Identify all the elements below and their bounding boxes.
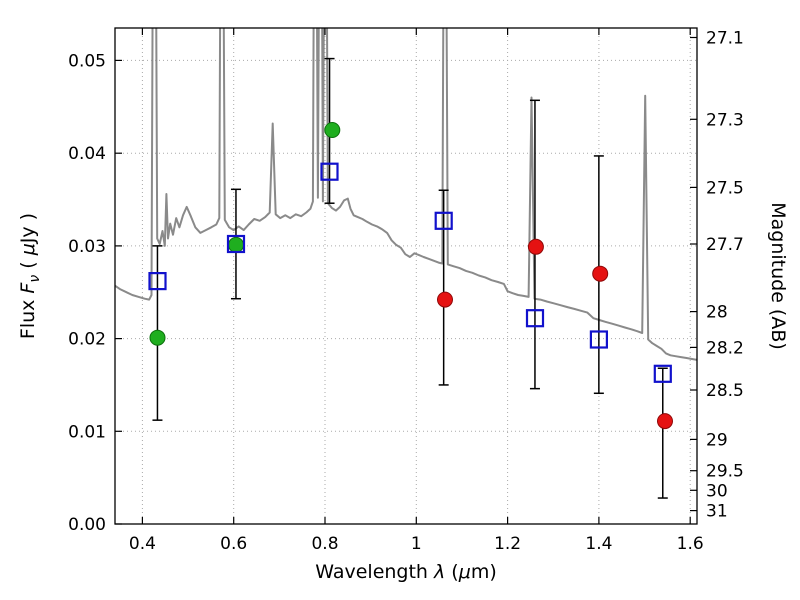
marker-open-square <box>226 234 246 254</box>
marker-circle-red <box>527 238 544 255</box>
x-tick-label: 1.4 <box>585 534 612 554</box>
x-axis-label: Wavelength λ (μm) <box>315 561 496 583</box>
marker-open-square <box>653 364 672 383</box>
y2-axis-label: Magnitude (AB) <box>767 202 789 350</box>
y-tick-label: 0.02 <box>68 330 106 350</box>
magnitude-tick-label: 30 <box>706 481 728 501</box>
error-bar <box>657 367 668 499</box>
magnitude-tick-label: 27.1 <box>706 29 744 49</box>
x-tick-label: 0.4 <box>129 534 156 554</box>
marker-open-square <box>320 162 339 181</box>
y-tick-label: 0.01 <box>68 422 106 442</box>
magnitude-tick-label: 27.3 <box>706 110 744 130</box>
marker-circle-red <box>437 291 453 308</box>
y-tick-label: 0.04 <box>68 144 106 164</box>
marker-open-square <box>589 330 609 349</box>
magnitude-tick-label: 28.2 <box>706 338 744 358</box>
magnitude-tick-label: 29.5 <box>706 462 744 482</box>
y-tick-label: 0.00 <box>68 515 106 535</box>
x-tick-label: 1 <box>411 534 422 554</box>
magnitude-tick-label: 27.5 <box>706 178 744 198</box>
marker-circle-red <box>657 413 673 430</box>
plot-frame <box>114 27 698 525</box>
model-spectrum <box>115 28 697 361</box>
x-tick-label: 0.8 <box>311 534 338 554</box>
magnitude-tick-label: 28 <box>706 303 728 323</box>
marker-open-square <box>434 211 453 230</box>
y-axis-label: Flux Fν ( μJy ) <box>17 213 43 339</box>
magnitude-tick-label: 29 <box>706 430 728 450</box>
error-bar <box>438 189 449 386</box>
magnitude-tick-label: 31 <box>706 502 728 522</box>
marker-circle-red <box>592 265 609 282</box>
x-tick-label: 1.2 <box>494 534 521 554</box>
magnitude-tick-label: 28.5 <box>706 381 744 401</box>
y-tick-label: 0.05 <box>68 51 106 71</box>
marker-open-square <box>148 272 167 291</box>
x-tick-label: 0.6 <box>220 534 247 554</box>
magnitude-tick-label: 27.7 <box>706 235 744 255</box>
marker-circle-green <box>324 122 341 138</box>
marker-open-square <box>525 309 545 328</box>
marker-circle-green <box>149 329 166 346</box>
marker-circle-green <box>228 236 244 253</box>
y-tick-label: 0.03 <box>68 237 106 257</box>
x-tick-label: 1.6 <box>677 534 704 554</box>
